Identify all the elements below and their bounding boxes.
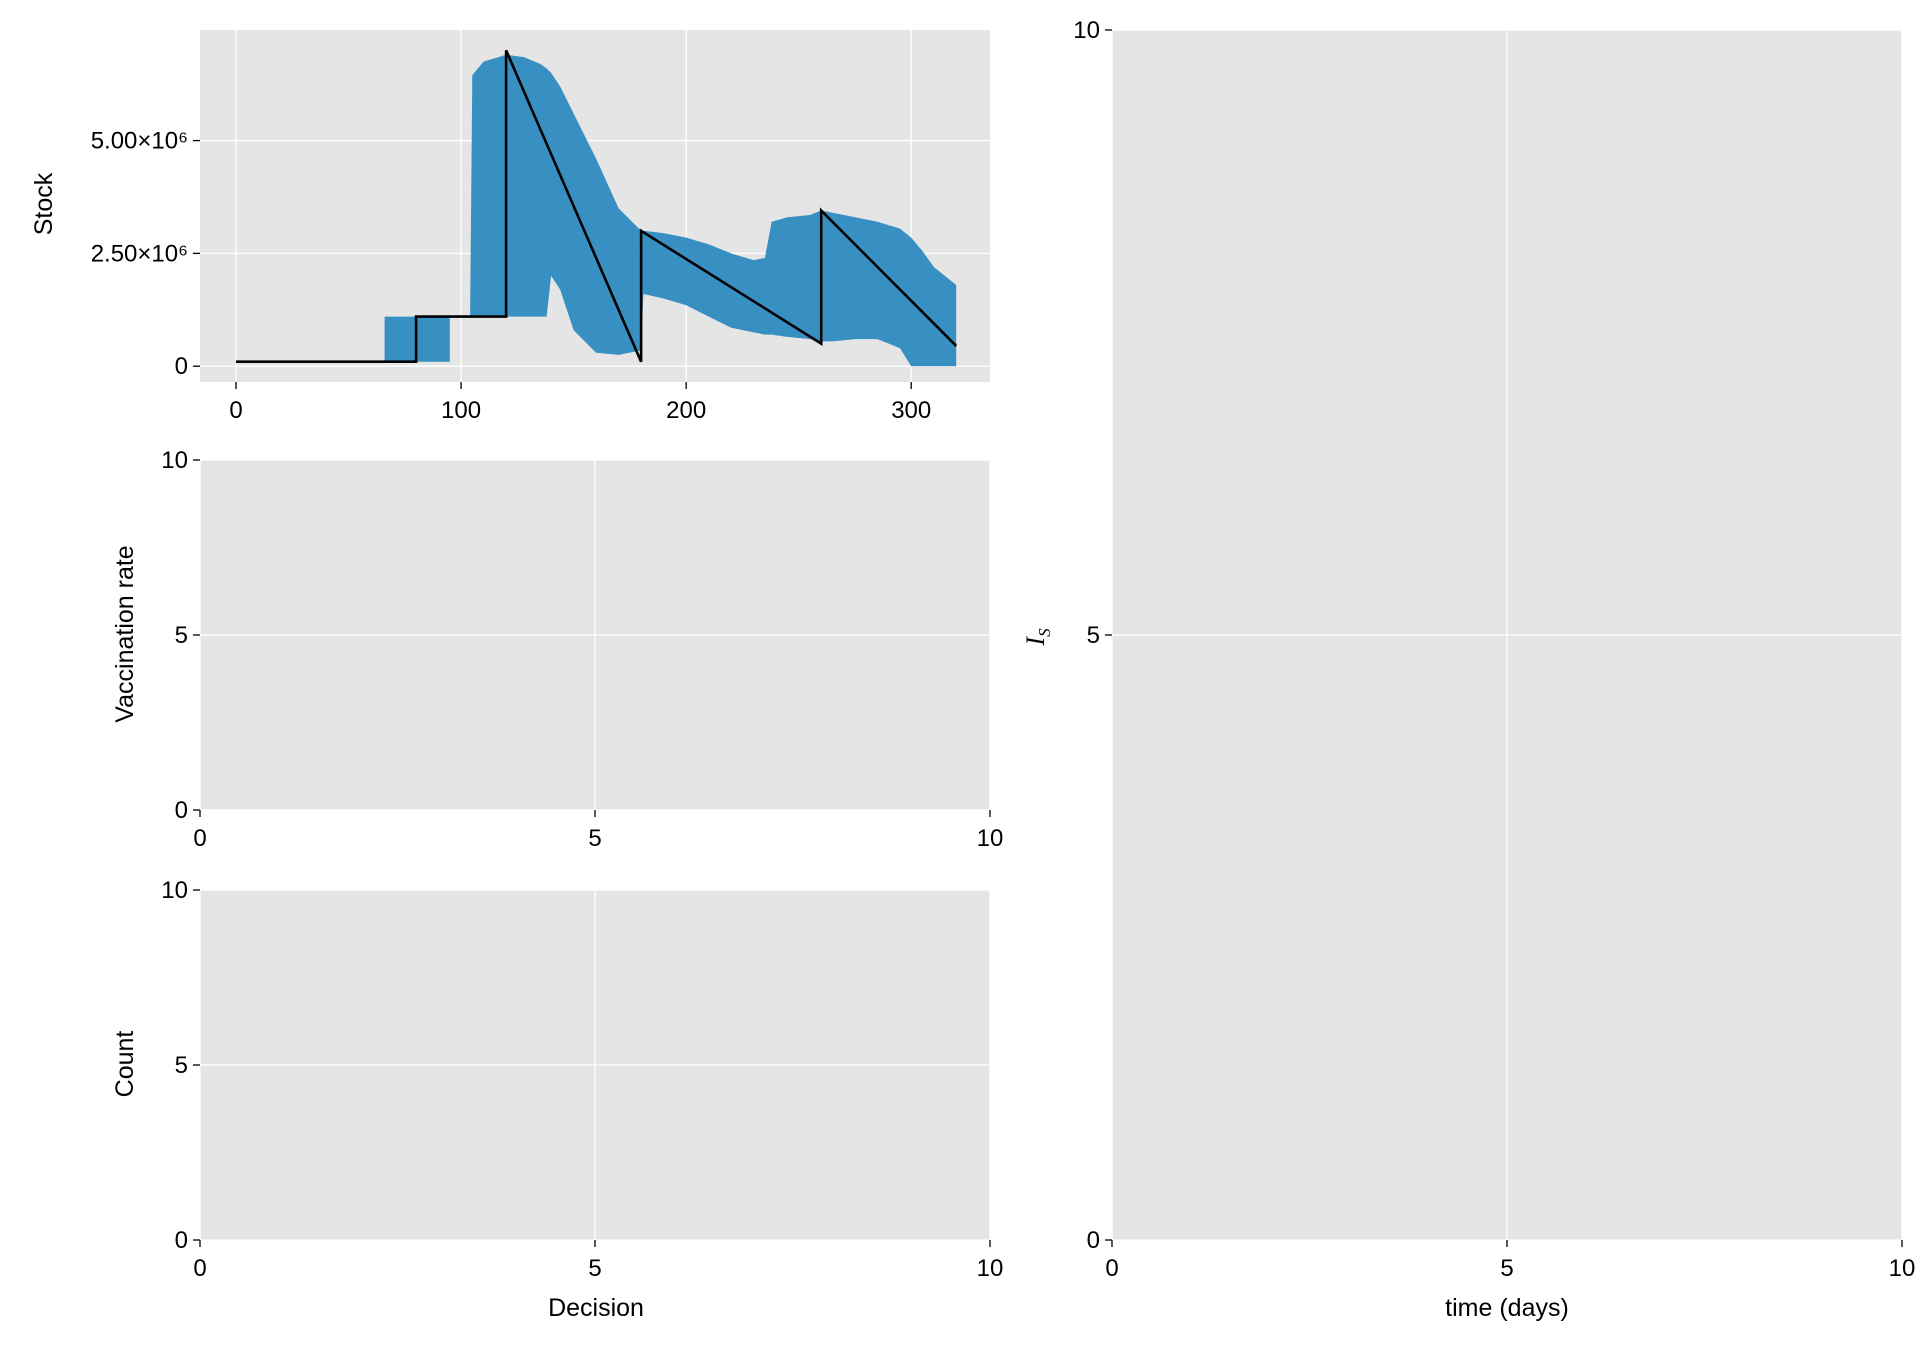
x-tick-label: 300 bbox=[891, 397, 931, 424]
stock-range-band bbox=[384, 54, 957, 367]
x-tick-label: 5 bbox=[1500, 1255, 1513, 1282]
x-tick-label: 200 bbox=[666, 397, 706, 424]
y-tick-label: 10 bbox=[161, 877, 188, 904]
infected-y-label: IS bbox=[1021, 628, 1054, 647]
x-tick-label: 0 bbox=[1105, 1255, 1118, 1282]
y-tick-label: 10 bbox=[161, 447, 188, 474]
stock-y-label: Stock bbox=[30, 172, 58, 235]
x-tick-label: 0 bbox=[193, 825, 206, 852]
y-tick-label: 10 bbox=[1073, 17, 1100, 44]
x-tick-label: 10 bbox=[1889, 1255, 1916, 1282]
y-tick-label: 5 bbox=[175, 622, 188, 649]
infected-x-label: time (days) bbox=[1445, 1294, 1569, 1322]
count-plot: 0 5 10 0 5 10 Count Decision bbox=[111, 877, 1003, 1322]
x-tick-label: 10 bbox=[977, 1255, 1004, 1282]
x-tick-label: 10 bbox=[977, 825, 1004, 852]
y-tick-label: 2.50×10⁶ bbox=[91, 240, 188, 267]
stock-data bbox=[236, 49, 958, 367]
infected-ticks: 0 5 10 0 5 10 bbox=[1073, 17, 1915, 1282]
infected-plot: 0 5 10 0 5 10 IS time (days) bbox=[1021, 17, 1915, 1322]
vaccination-rate-y-label: Vaccination rate bbox=[111, 545, 139, 722]
infected-y-label-main: I bbox=[1021, 636, 1050, 647]
x-tick-label: 5 bbox=[588, 825, 601, 852]
y-tick-label: 0 bbox=[175, 797, 188, 824]
y-tick-label: 0 bbox=[175, 1227, 188, 1254]
y-tick-label: 5 bbox=[1087, 622, 1100, 649]
stock-ticks: 0 100 200 300 0 2.50×10⁶ 5.00×10⁶ bbox=[91, 128, 932, 424]
vaccination-rate-ticks: 0 5 10 0 5 10 bbox=[161, 447, 1003, 852]
y-tick-label: 0 bbox=[175, 353, 188, 380]
x-tick-label: 0 bbox=[193, 1255, 206, 1282]
y-tick-label: 5 bbox=[175, 1052, 188, 1079]
count-ticks: 0 5 10 0 5 10 bbox=[161, 877, 1003, 1282]
x-tick-label: 5 bbox=[588, 1255, 601, 1282]
stock-mean-line bbox=[236, 49, 958, 364]
y-tick-label: 0 bbox=[1087, 1227, 1100, 1254]
count-y-label: Count bbox=[111, 1031, 139, 1098]
x-tick-label: 0 bbox=[229, 397, 242, 424]
stock-plot: 0 100 200 300 0 2.50×10⁶ 5.00×10⁶ Stock bbox=[30, 30, 990, 424]
infected-y-label-subscript: S bbox=[1035, 628, 1054, 637]
vaccination-rate-plot: 0 5 10 0 5 10 Vaccination rate bbox=[111, 447, 1003, 852]
x-tick-label: 100 bbox=[441, 397, 481, 424]
y-tick-label: 5.00×10⁶ bbox=[91, 128, 188, 155]
count-x-label: Decision bbox=[548, 1294, 644, 1322]
